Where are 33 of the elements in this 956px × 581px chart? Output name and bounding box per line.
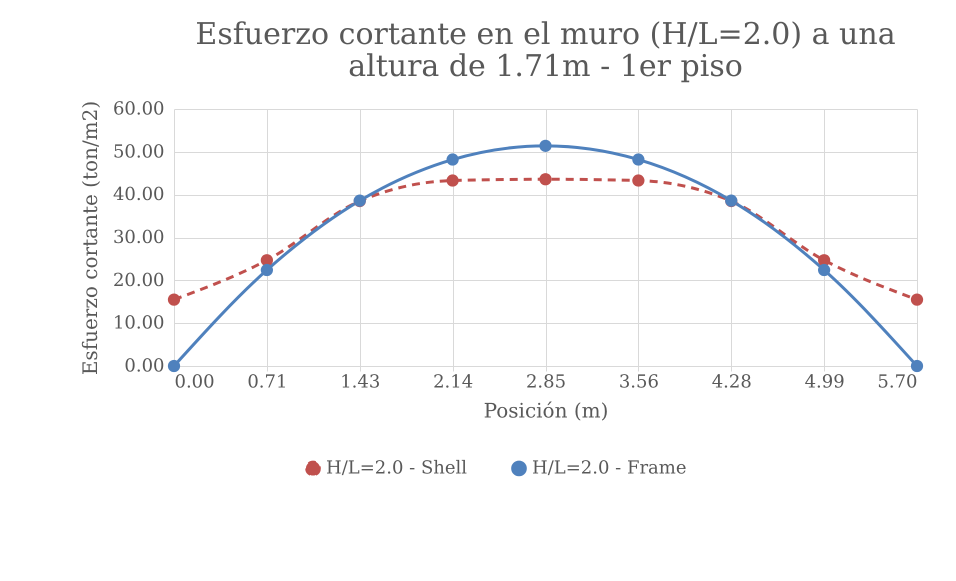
x-tick-label: 4.99 <box>804 372 845 392</box>
legend-label: H/L=2.0 - Shell <box>326 457 468 478</box>
x-axis-title: Posición (m) <box>484 398 608 422</box>
x-tick-label: 2.85 <box>526 372 566 392</box>
legend-label: H/L=2.0 - Frame <box>532 457 686 478</box>
y-tick-label: 0.00 <box>124 356 164 376</box>
y-tick-label: 50.00 <box>112 141 164 162</box>
y-tick-label: 40.00 <box>112 184 164 206</box>
point <box>446 174 459 187</box>
point <box>632 153 644 166</box>
x-tick-label: 0.71 <box>247 372 288 392</box>
x-tick-label: 1.43 <box>340 372 380 392</box>
x-tick-label: 3.56 <box>618 372 659 392</box>
x-tick-label: 5.70 <box>877 372 918 392</box>
point <box>539 140 552 152</box>
chart-title: Esfuerzo cortante en el muro (H/L=2.0) a una altura de 1.71m - 1er piso <box>195 17 896 84</box>
x-tick-label: 0.00 <box>174 372 215 392</box>
point <box>818 264 830 276</box>
y-tick-label: 30.00 <box>112 227 164 248</box>
point <box>632 174 644 187</box>
y-axis-title: Esfuerzo cortante (ton/m2) <box>78 100 102 376</box>
point <box>168 293 180 306</box>
point <box>446 153 459 166</box>
point <box>910 293 924 306</box>
point <box>910 360 924 372</box>
y-tick-label: 20.00 <box>112 270 164 291</box>
point <box>539 173 552 186</box>
y-tick-label: 10.00 <box>112 312 164 334</box>
y-tick-label: 60.00 <box>112 98 164 120</box>
x-tick-label: 2.14 <box>433 372 474 392</box>
point <box>260 264 273 276</box>
x-tick-label: 4.28 <box>712 372 752 392</box>
point <box>168 360 180 372</box>
